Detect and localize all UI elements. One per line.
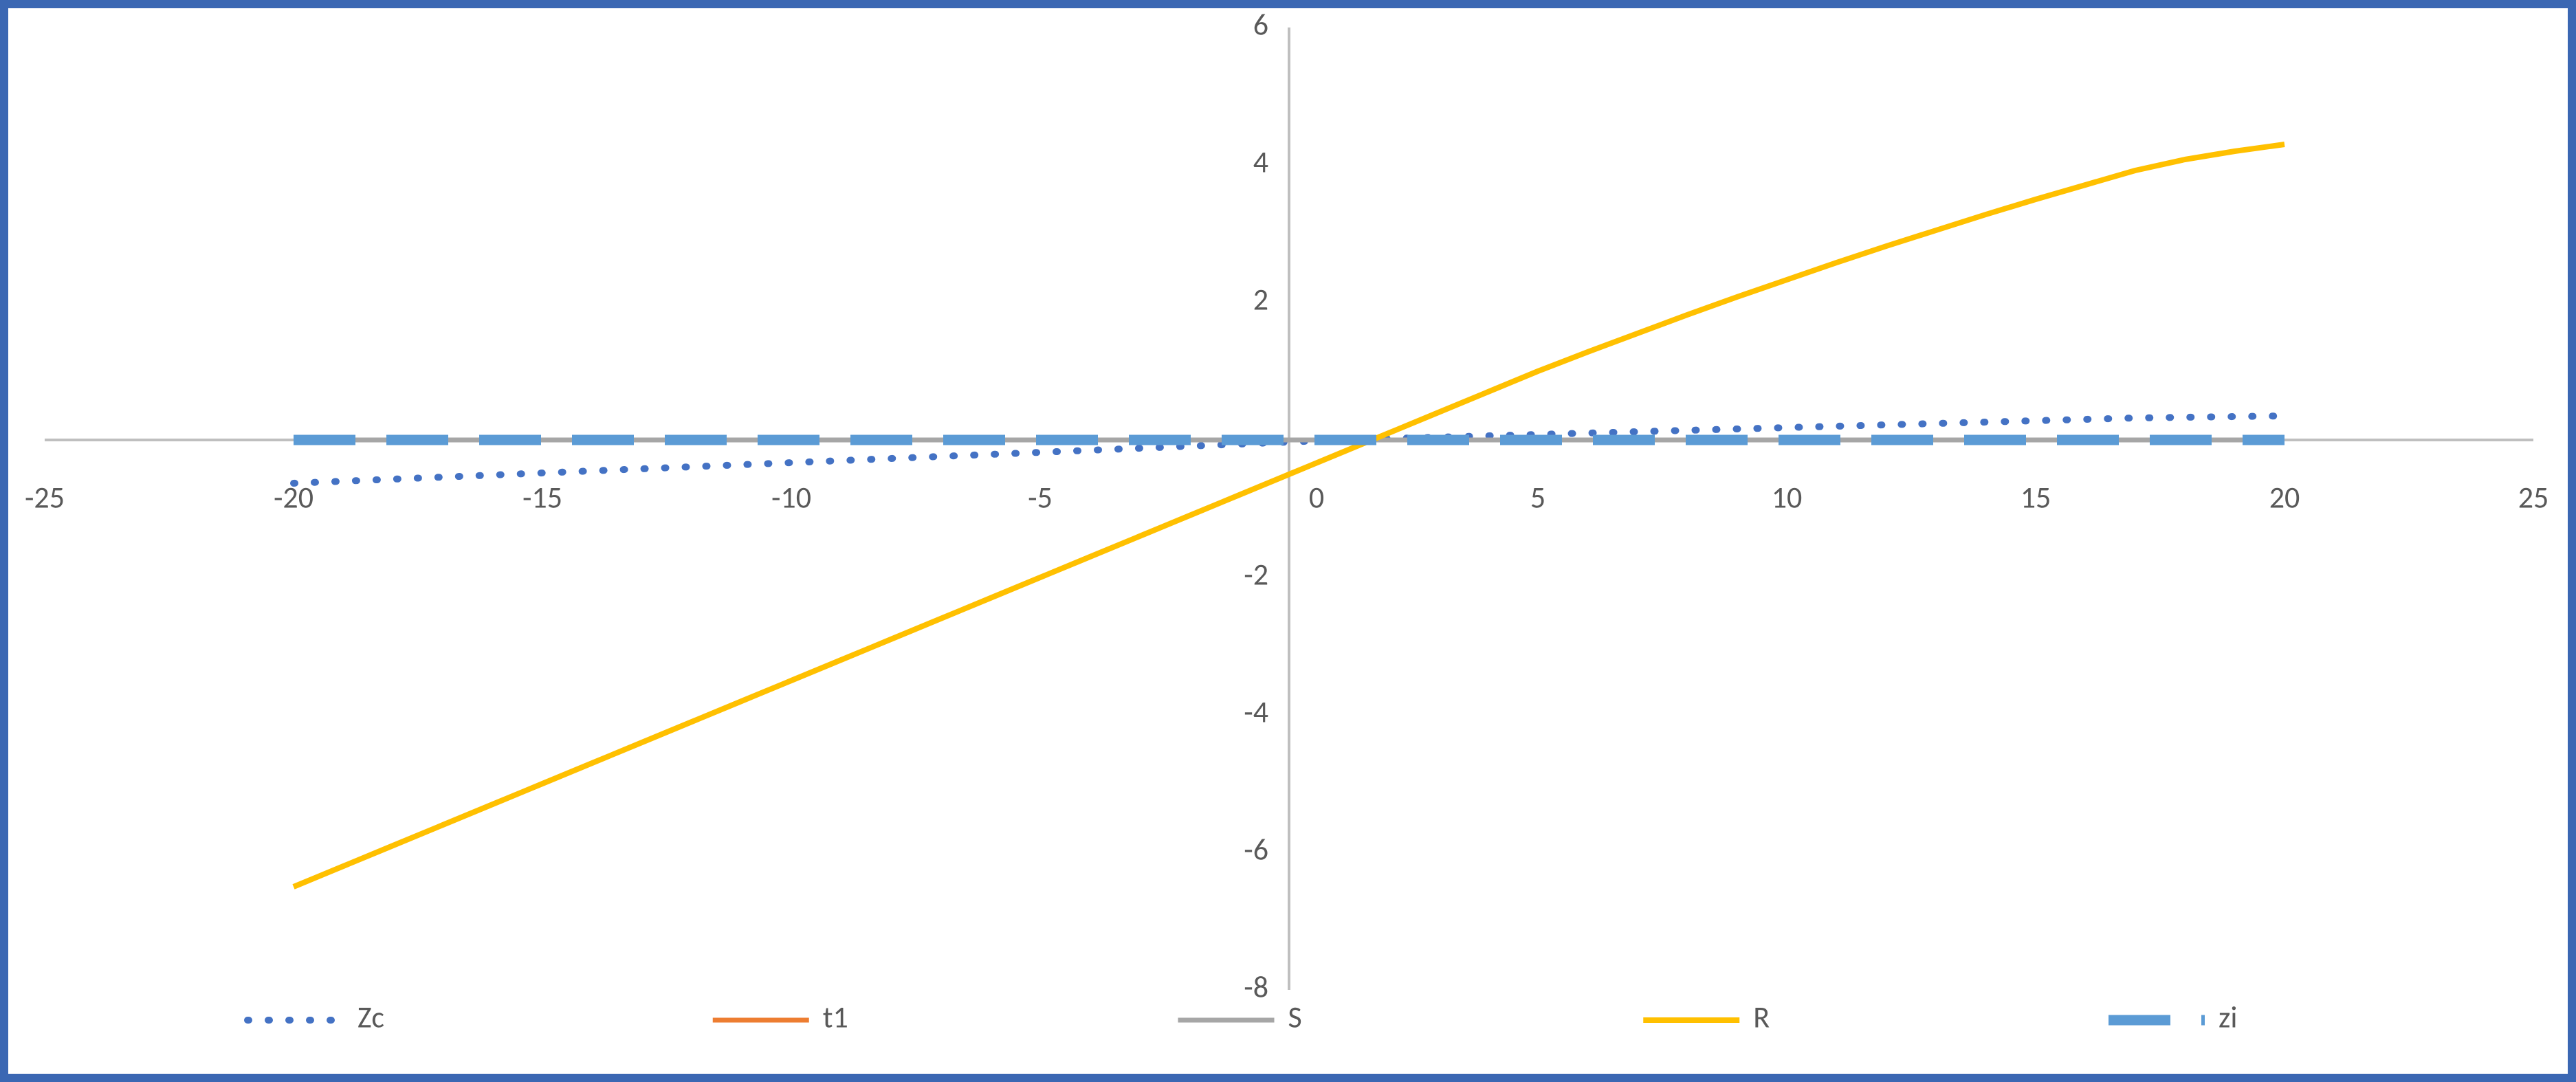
- y-tick-label: -6: [1244, 831, 1268, 868]
- y-tick-label: -4: [1244, 694, 1268, 731]
- x-tick-label: 5: [1530, 479, 1545, 516]
- legend-label: zi: [2219, 999, 2237, 1036]
- line-chart: -25 -20 -15 -10 -5 0 5 10 15 20 25 -8 -6 -4 -2 2 4 6 Zc t1 S…: [0, 0, 2576, 1082]
- y-tick-label: 4: [1253, 144, 1268, 181]
- x-tick-label: -5: [1028, 479, 1053, 516]
- y-tick-label: 2: [1253, 281, 1268, 318]
- legend-label: S: [1288, 999, 1302, 1036]
- x-tick-label: -20: [274, 479, 313, 516]
- x-tick-label: -15: [522, 479, 562, 516]
- x-tick-label: 10: [1772, 479, 1803, 516]
- y-tick-label: 6: [1253, 6, 1268, 43]
- x-tick-label: -25: [25, 479, 65, 516]
- y-tick-label: -8: [1244, 969, 1268, 1006]
- legend-label: t1: [823, 999, 848, 1036]
- x-tick-label: -10: [771, 479, 811, 516]
- y-tick-label: -2: [1244, 556, 1268, 593]
- legend-label: R: [1753, 999, 1770, 1036]
- x-tick-label: 25: [2518, 479, 2549, 516]
- legend-label: Zc: [357, 999, 384, 1036]
- x-tick-label: 15: [2021, 479, 2051, 516]
- x-tick-label: 20: [2269, 479, 2300, 516]
- chart-svg: -25 -20 -15 -10 -5 0 5 10 15 20 25 -8 -6 -4 -2 2 4 6 Zc t1 S…: [0, 0, 2576, 1082]
- x-tick-label: 0: [1309, 479, 1324, 516]
